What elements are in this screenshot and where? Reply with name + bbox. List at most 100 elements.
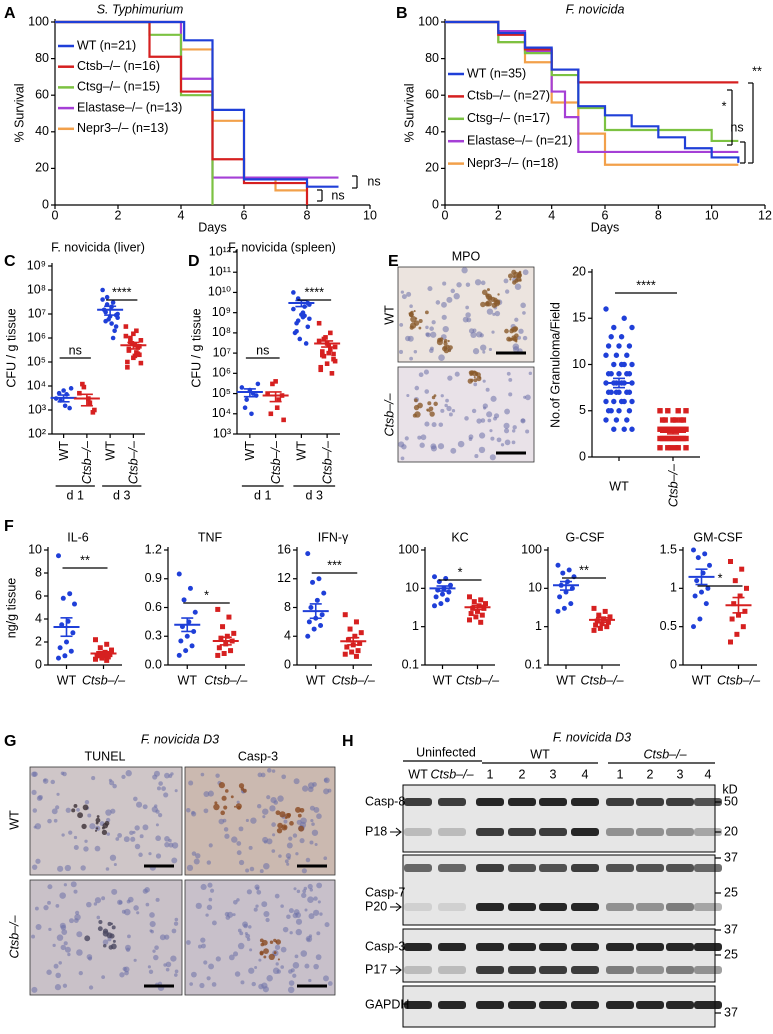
nucleus — [53, 818, 58, 823]
nucleus — [296, 889, 301, 894]
data-point — [483, 601, 488, 607]
survival-line — [445, 20, 740, 163]
blot-band — [476, 864, 504, 872]
data-point — [216, 645, 222, 651]
nucleus — [206, 976, 211, 981]
nucleus — [54, 984, 62, 991]
nucleus — [295, 852, 299, 856]
blot-band — [571, 798, 599, 806]
data-point — [132, 353, 138, 359]
y-tick-label: 10⁸ — [212, 325, 231, 339]
blot-band — [694, 798, 722, 806]
y-tick-label: 10¹¹ — [209, 265, 231, 279]
nucleus — [105, 867, 110, 871]
data-point — [307, 316, 312, 322]
data-point — [353, 619, 359, 625]
data-point — [125, 359, 130, 365]
nucleus — [208, 843, 213, 848]
blot-band — [508, 966, 536, 974]
data-point — [672, 445, 679, 451]
nucleus — [94, 897, 102, 904]
data-point — [601, 616, 607, 622]
data-point — [184, 633, 190, 639]
nucleus — [148, 969, 154, 974]
nucleus — [142, 824, 149, 831]
x-tick-label: 10 — [705, 208, 719, 222]
data-point — [192, 609, 198, 615]
data-point — [683, 408, 689, 414]
nucleus — [256, 804, 262, 809]
stain — [409, 325, 414, 330]
nucleus — [480, 344, 487, 351]
stain — [516, 276, 522, 282]
blot-band — [438, 966, 466, 974]
x-tick-label: Ctsb–/– — [204, 673, 248, 687]
data-point — [109, 321, 114, 326]
nucleus — [427, 286, 433, 292]
nucleus — [420, 434, 427, 441]
nucleus — [457, 440, 465, 448]
nucleus — [400, 290, 405, 294]
nucleus — [440, 408, 445, 413]
nucleus — [404, 436, 409, 441]
nucleus — [248, 925, 252, 929]
y-tick-label: 15 — [572, 311, 586, 325]
stain — [414, 398, 418, 403]
nucleus — [491, 330, 495, 334]
group-label: Ctsb–/– — [643, 747, 687, 761]
nucleus — [525, 394, 531, 401]
y-tick-label: 8 — [284, 600, 291, 614]
nucleus — [76, 949, 83, 956]
stain — [481, 289, 488, 296]
y-tick-label: 4 — [284, 629, 291, 643]
y-tick-label: 100 — [418, 14, 439, 28]
blot-band — [404, 798, 432, 806]
nucleus — [275, 962, 279, 966]
nucleus — [211, 982, 217, 987]
nucleus — [271, 822, 276, 827]
blot-band — [539, 798, 567, 806]
nucleus — [245, 868, 250, 873]
data-point — [568, 601, 574, 607]
nucleus — [145, 902, 150, 907]
nucleus — [249, 866, 255, 872]
data-point — [675, 408, 681, 414]
data-point — [736, 612, 741, 618]
nucleus — [232, 913, 236, 917]
data-point — [613, 389, 620, 395]
nucleus — [437, 443, 445, 450]
nucleus — [223, 827, 229, 832]
data-point — [99, 655, 105, 661]
nucleus — [101, 975, 106, 980]
error-bar — [560, 580, 572, 591]
data-point — [105, 654, 111, 660]
stain — [94, 829, 98, 832]
mw-label: 50 — [724, 794, 738, 808]
stain — [511, 269, 517, 275]
data-point — [345, 637, 351, 643]
nucleus — [274, 893, 280, 899]
error-bar — [57, 394, 70, 403]
nucleus — [58, 961, 62, 965]
y-tick-label: 60 — [35, 87, 49, 101]
nucleus — [203, 960, 208, 965]
significance: ** — [80, 553, 90, 567]
significance: *** — [327, 558, 342, 572]
stain — [101, 829, 108, 836]
nucleus — [316, 931, 321, 936]
nucleus — [323, 975, 329, 982]
nucleus — [308, 913, 315, 920]
data-point — [228, 648, 234, 654]
stain — [95, 817, 101, 823]
stain — [485, 293, 492, 300]
significance: **** — [112, 285, 132, 299]
data-point — [189, 643, 195, 649]
nucleus — [55, 972, 61, 979]
data-point — [104, 641, 110, 647]
nucleus — [240, 980, 245, 985]
stain — [504, 328, 509, 334]
error-bar — [667, 429, 679, 435]
legend-label: Elastase–/– (n=21) — [467, 133, 572, 147]
nucleus — [284, 859, 289, 864]
nucleus — [413, 350, 418, 354]
